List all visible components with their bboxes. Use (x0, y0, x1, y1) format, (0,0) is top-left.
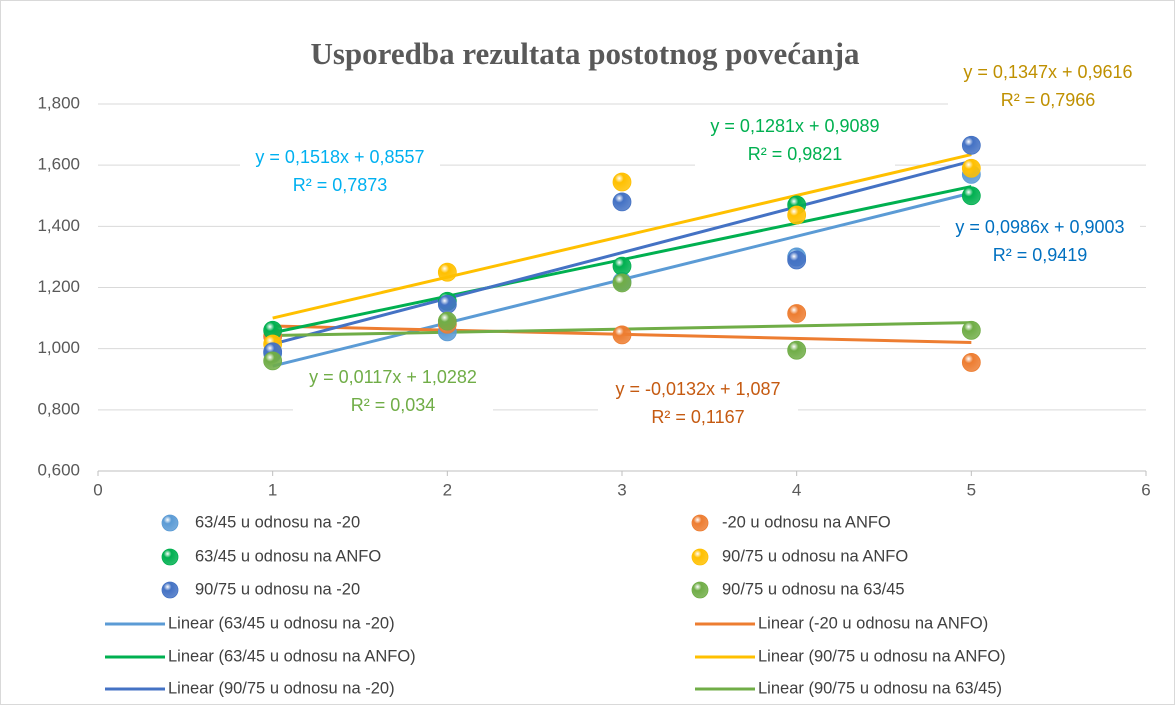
point (612, 172, 632, 192)
point (612, 273, 632, 293)
legend-label: Linear (63/45 u odnosu na ANFO) (168, 647, 416, 665)
y-tick-label: 0,800 (37, 399, 80, 418)
legend-label: Linear (63/45 u odnosu na -20) (168, 614, 395, 632)
trendline (272, 159, 972, 346)
x-tick-label: 0 (93, 480, 102, 499)
legend-marker (161, 514, 179, 532)
point (787, 250, 807, 270)
point (437, 311, 457, 331)
point (612, 256, 632, 276)
point (961, 158, 981, 178)
annotation: y = 0,0986x + 0,9003 (955, 217, 1124, 237)
annotation: y = 0,1281x + 0,9089 (710, 116, 879, 136)
point (437, 262, 457, 282)
legend-marker (161, 548, 179, 566)
y-tick-label: 1,200 (37, 277, 80, 296)
legend-label: 63/45 u odnosu na -20 (195, 513, 360, 531)
y-tick-label: 1,400 (37, 216, 80, 235)
annotation: R² = 0,9419 (993, 245, 1088, 265)
annotation-bg (940, 214, 1140, 270)
legend-label: Linear (90/75 u odnosu na ANFO) (758, 647, 1006, 665)
legend-marker (691, 548, 709, 566)
legend-label: 90/75 u odnosu na 63/45 (722, 580, 905, 598)
x-tick-label: 1 (268, 480, 277, 499)
annotation-bg (240, 144, 440, 200)
point (787, 340, 807, 360)
annotation: R² = 0,7873 (293, 175, 388, 195)
x-tick-label: 5 (967, 480, 976, 499)
point (787, 205, 807, 225)
point (612, 192, 632, 212)
x-tick-label: 3 (617, 480, 626, 499)
annotation: R² = 0,034 (351, 395, 436, 415)
annotation: R² = 0,1167 (651, 407, 744, 427)
legend-marker (691, 581, 709, 599)
trendline (272, 153, 972, 320)
point (263, 351, 283, 371)
y-tick-label: 1,600 (37, 155, 80, 174)
x-tick-label: 4 (792, 480, 801, 499)
x-tick-label: 2 (443, 480, 452, 499)
y-tick-label: 0,600 (37, 460, 80, 479)
legend-label: Linear (90/75 u odnosu na -20) (168, 679, 395, 697)
annotation: R² = 0,7966 (1001, 90, 1096, 110)
annotation: y = 0,1347x + 0,9616 (963, 62, 1132, 82)
legend-label: Linear (90/75 u odnosu na 63/45) (758, 679, 1002, 697)
annotation: R² = 0,9821 (748, 144, 843, 164)
annotation-bg (948, 59, 1148, 115)
point (961, 135, 981, 155)
legend-marker (691, 514, 709, 532)
legend-label: Linear (-20 u odnosu na ANFO) (758, 614, 988, 632)
annotation-bg (598, 376, 798, 432)
annotation: y = -0,0132x + 1,087 (615, 379, 780, 399)
legend-label: -20 u odnosu na ANFO (722, 513, 891, 531)
legend-label: 90/75 u odnosu na -20 (195, 580, 360, 598)
point (961, 353, 981, 372)
legend-label: 63/45 u odnosu na ANFO (195, 547, 381, 565)
chart-title: Usporedba rezultata postotnog povećanja (310, 36, 860, 71)
annotation-bg (293, 364, 493, 420)
legend-label: 90/75 u odnosu na ANFO (722, 547, 908, 565)
point (612, 325, 632, 345)
annotation-bg (695, 113, 895, 169)
x-tick-label: 6 (1141, 480, 1150, 499)
point (961, 186, 981, 206)
y-tick-label: 1,800 (37, 93, 80, 112)
legend-marker (161, 581, 179, 599)
annotation: y = 0,0117x + 1,0282 (309, 367, 477, 387)
point (961, 320, 981, 340)
y-tick-label: 1,000 (37, 338, 80, 357)
point (437, 294, 457, 314)
point (787, 304, 807, 323)
annotation: y = 0,1518x + 0,8557 (255, 147, 424, 167)
